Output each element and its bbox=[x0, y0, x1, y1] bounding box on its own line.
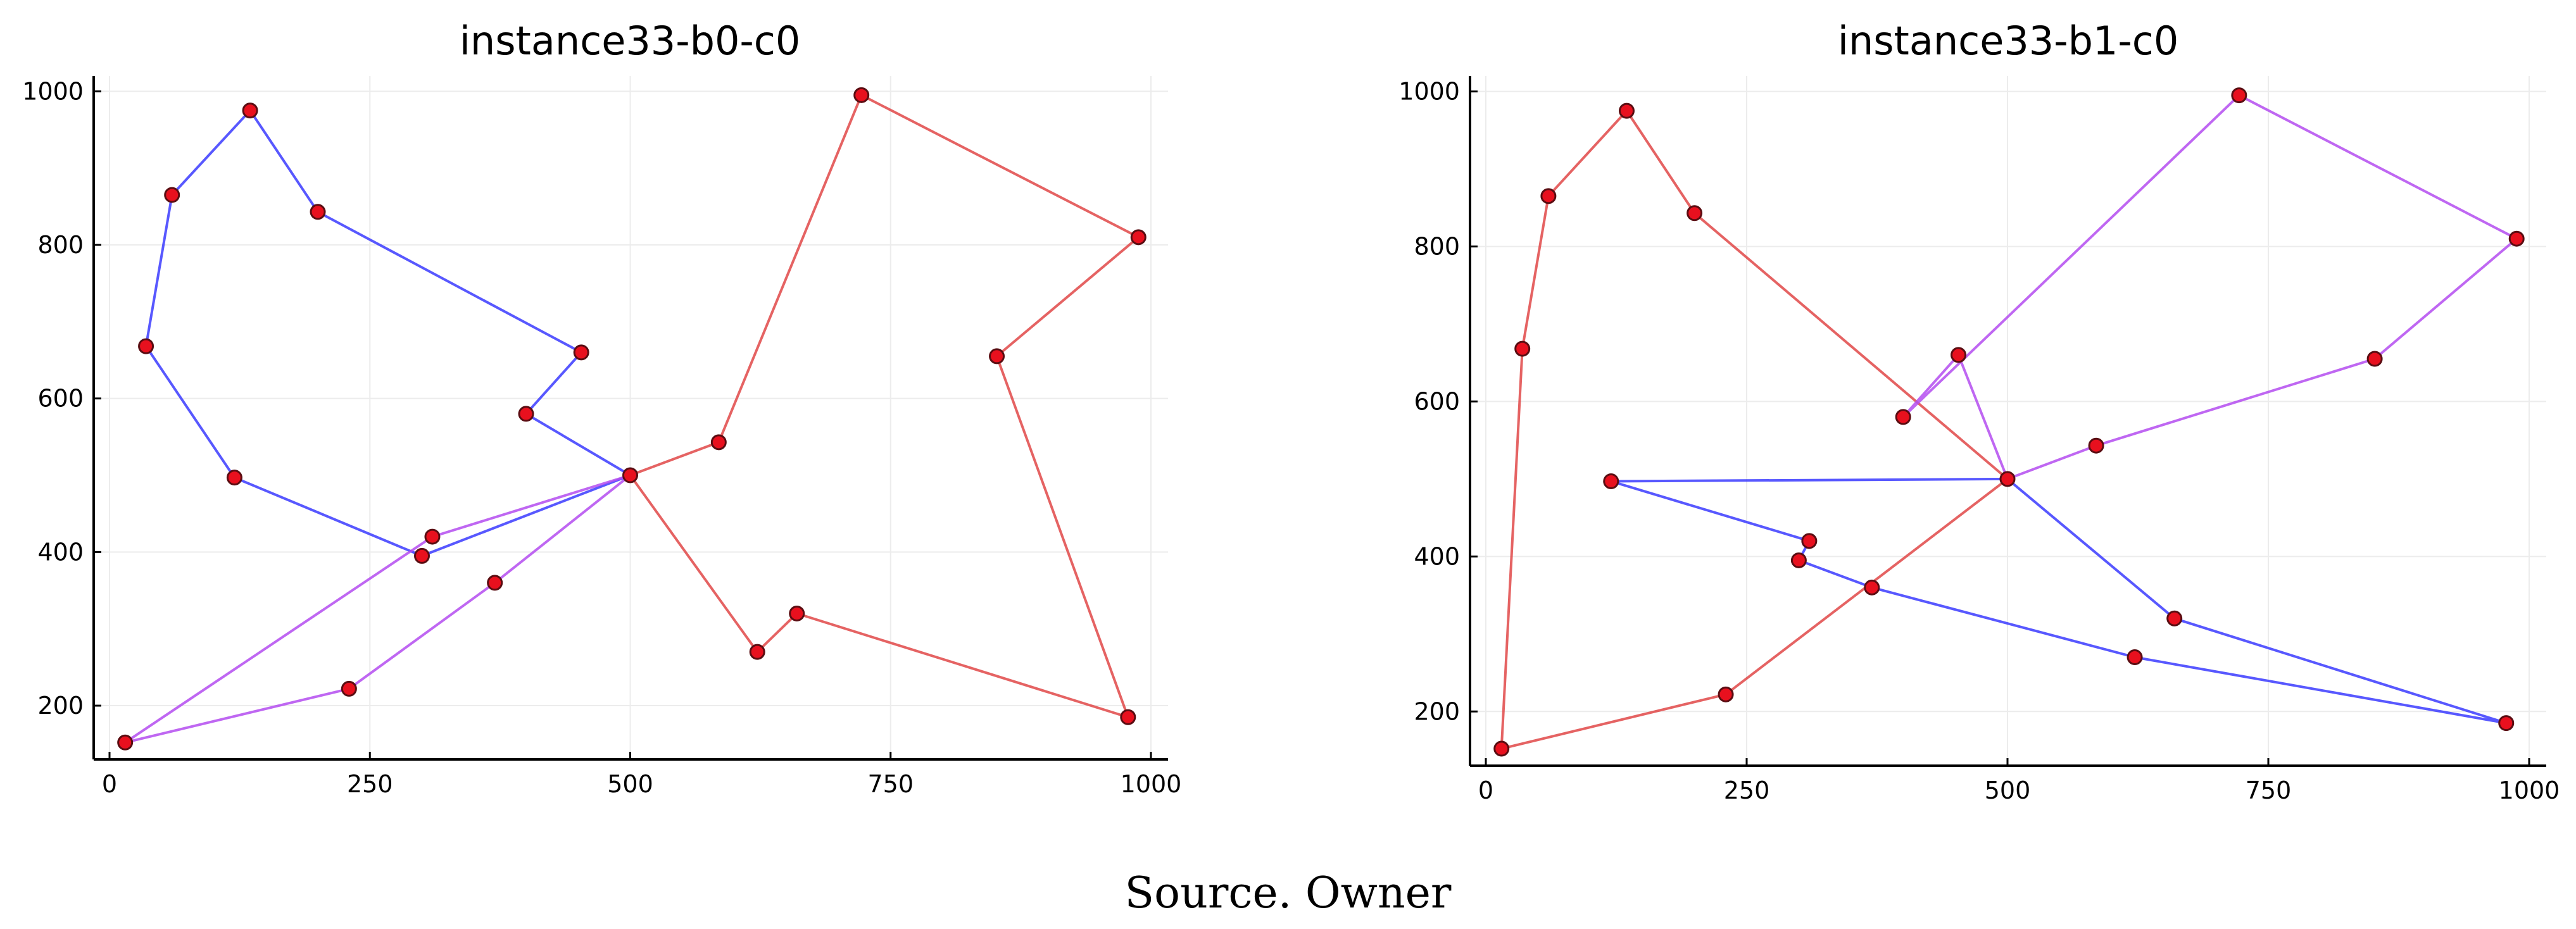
node-point bbox=[853, 87, 870, 103]
y-tick-label: 200 bbox=[37, 692, 84, 720]
x-tick-label: 0 bbox=[1478, 776, 1493, 804]
route-line bbox=[629, 94, 1140, 719]
node-point bbox=[1540, 188, 1557, 204]
node-point bbox=[2127, 649, 2143, 666]
chart-title: instance33-b1-c0 bbox=[1838, 18, 2179, 64]
node-point bbox=[2088, 437, 2104, 454]
node-point bbox=[117, 734, 134, 751]
chart-panel-right: instance33-b1-c0 0 250 500 750 1000 200 400 600… bbox=[1398, 18, 2560, 804]
node-point bbox=[310, 204, 326, 220]
chart-title: instance33-b0-c0 bbox=[460, 18, 801, 64]
x-tick-label: 250 bbox=[1724, 776, 1770, 804]
y-tick-label: 800 bbox=[37, 231, 84, 259]
node-point bbox=[424, 528, 441, 545]
node-point bbox=[2508, 230, 2525, 247]
node-point bbox=[414, 547, 430, 564]
node-point bbox=[989, 348, 1005, 365]
figure: instance33-b0-c0 0 250 500 750 1000 200 400 600… bbox=[22, 18, 2560, 804]
node-point bbox=[2166, 610, 2183, 627]
node-point bbox=[2366, 351, 2383, 367]
node-point bbox=[1130, 229, 1147, 246]
node-point bbox=[1801, 533, 1818, 549]
node-point bbox=[1120, 709, 1136, 725]
node-point bbox=[226, 470, 242, 486]
x-tick-label: 250 bbox=[347, 770, 393, 798]
route-line bbox=[123, 474, 632, 744]
node-point bbox=[1618, 103, 1635, 119]
node-point bbox=[1895, 409, 1911, 425]
node-point bbox=[622, 467, 638, 483]
y-tick-label: 600 bbox=[37, 385, 84, 413]
route-line bbox=[1500, 109, 2009, 751]
node-point bbox=[242, 103, 258, 119]
node-point bbox=[573, 344, 589, 361]
y-tick-label: 1000 bbox=[22, 77, 84, 105]
x-tick-label: 1000 bbox=[1121, 770, 1182, 798]
y-tick-label: 800 bbox=[1414, 232, 1460, 260]
x-tick-label: 750 bbox=[2246, 776, 2292, 804]
figure-caption: Source. Owner bbox=[1124, 868, 1452, 918]
node-point bbox=[518, 406, 534, 422]
route-line bbox=[1902, 94, 2518, 480]
node-point bbox=[749, 644, 765, 660]
y-tick-label: 400 bbox=[1414, 542, 1460, 570]
node-point bbox=[1514, 340, 1531, 357]
node-point bbox=[1603, 473, 1619, 490]
node-point bbox=[164, 187, 180, 203]
node-point bbox=[1493, 740, 1510, 757]
node-point bbox=[710, 434, 727, 451]
x-tick-label: 500 bbox=[1985, 776, 2031, 804]
x-tick-label: 750 bbox=[867, 770, 914, 798]
node-point bbox=[1864, 579, 1880, 595]
node-point bbox=[1999, 471, 2016, 487]
x-tick-label: 500 bbox=[607, 770, 653, 798]
node-point bbox=[789, 605, 805, 621]
y-tick-label: 600 bbox=[1414, 387, 1460, 415]
route-line bbox=[1609, 477, 2508, 725]
node-point bbox=[341, 680, 357, 697]
node-point bbox=[138, 338, 154, 354]
node-point bbox=[1790, 552, 1807, 568]
x-tick-label: 0 bbox=[102, 770, 117, 798]
y-tick-label: 400 bbox=[37, 538, 84, 566]
chart-panel-left: instance33-b0-c0 0 250 500 750 1000 200 400 600… bbox=[22, 18, 1181, 798]
node-point bbox=[1718, 686, 1734, 702]
y-tick-label: 1000 bbox=[1398, 77, 1460, 105]
x-tick-label: 1000 bbox=[2499, 776, 2560, 804]
node-point bbox=[487, 575, 503, 591]
route-line bbox=[144, 109, 632, 558]
node-point bbox=[1951, 347, 1967, 363]
node-point bbox=[2498, 715, 2515, 732]
y-tick-label: 200 bbox=[1414, 697, 1460, 725]
node-point bbox=[1687, 205, 1703, 221]
node-point bbox=[2231, 87, 2247, 104]
